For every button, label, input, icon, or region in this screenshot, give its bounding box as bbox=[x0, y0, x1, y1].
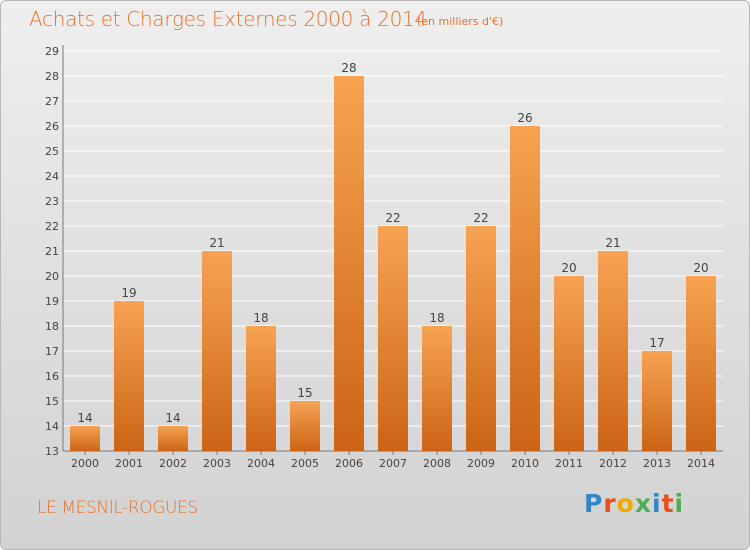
x-tick-label-2006: 2006 bbox=[335, 457, 363, 470]
x-tick-label-2001: 2001 bbox=[115, 457, 143, 470]
y-tick-label: 27 bbox=[45, 95, 59, 108]
bar-2011 bbox=[554, 276, 584, 451]
x-tick-label-2002: 2002 bbox=[159, 457, 187, 470]
x-tick-label-2010: 2010 bbox=[511, 457, 539, 470]
bar-2009 bbox=[466, 226, 496, 451]
y-tick-label: 29 bbox=[45, 45, 59, 58]
x-tick-labels: 2000 2001 2002 2003 2004 2005 2006 2007 2008 2009… bbox=[71, 457, 715, 470]
x-tick-label-2005: 2005 bbox=[291, 457, 319, 470]
data-label-2011: 20 bbox=[561, 261, 576, 275]
bar-2005 bbox=[290, 401, 320, 451]
y-tick-label: 19 bbox=[45, 295, 59, 308]
x-tick-label-2007: 2007 bbox=[379, 457, 407, 470]
y-tick-label: 17 bbox=[45, 345, 59, 358]
y-tick-label: 15 bbox=[45, 395, 59, 408]
data-label-2000: 14 bbox=[77, 411, 92, 425]
x-tick-label-2003: 2003 bbox=[203, 457, 231, 470]
bar-2002 bbox=[158, 426, 188, 451]
data-label-2006: 28 bbox=[341, 61, 356, 75]
x-tick-label-2012: 2012 bbox=[599, 457, 627, 470]
bar-2014 bbox=[686, 276, 716, 451]
y-tick-labels: 13 14 15 16 17 18 19 20 21 22 23 24 25 26 27 28 29 bbox=[45, 45, 59, 458]
bar-2003 bbox=[202, 251, 232, 451]
y-tick-label: 14 bbox=[45, 420, 59, 433]
bar-2001 bbox=[114, 301, 144, 451]
data-label-2009: 22 bbox=[473, 211, 488, 225]
x-tick-label-2011: 2011 bbox=[555, 457, 583, 470]
x-tick-label-2014: 2014 bbox=[687, 457, 715, 470]
commune-name: LE MESNIL-ROGUES bbox=[37, 498, 198, 518]
bar-2000 bbox=[70, 426, 100, 451]
data-label-2003: 21 bbox=[209, 236, 224, 250]
bar-2007 bbox=[378, 226, 408, 451]
data-label-2004: 18 bbox=[253, 311, 268, 325]
data-label-2008: 18 bbox=[429, 311, 444, 325]
bar-2010 bbox=[510, 126, 540, 451]
data-labels: 14 19 14 21 18 15 28 22 18 22 26 20 21 17 20 bbox=[77, 61, 708, 425]
x-tick-label-2008: 2008 bbox=[423, 457, 451, 470]
y-tick-label: 28 bbox=[45, 70, 59, 83]
y-tick-label: 24 bbox=[45, 170, 59, 183]
chart-title: Achats et Charges Externes 2000 à 2014 bbox=[29, 7, 427, 31]
data-label-2012: 21 bbox=[605, 236, 620, 250]
x-tick-label-2000: 2000 bbox=[71, 457, 99, 470]
chart-unit-label: (en milliers d'€) bbox=[417, 15, 504, 28]
y-tick-label: 26 bbox=[45, 120, 59, 133]
bar-2012 bbox=[598, 251, 628, 451]
y-tick-label: 18 bbox=[45, 320, 59, 333]
data-label-2014: 20 bbox=[693, 261, 708, 275]
data-label-2001: 19 bbox=[121, 286, 136, 300]
x-tick-label-2013: 2013 bbox=[643, 457, 671, 470]
y-tick-label: 20 bbox=[45, 270, 59, 283]
bar-2008 bbox=[422, 326, 452, 451]
bar-2013 bbox=[642, 351, 672, 451]
y-tick-label: 13 bbox=[45, 445, 59, 458]
data-label-2007: 22 bbox=[385, 211, 400, 225]
bar-2006 bbox=[334, 76, 364, 451]
bars bbox=[70, 76, 716, 451]
y-tick-label: 21 bbox=[45, 245, 59, 258]
proxiti-logo: Proxiti bbox=[584, 489, 685, 518]
x-tick-label-2009: 2009 bbox=[467, 457, 495, 470]
y-tick-label: 16 bbox=[45, 370, 59, 383]
bar-2004 bbox=[246, 326, 276, 451]
y-tick-label: 22 bbox=[45, 220, 59, 233]
data-label-2005: 15 bbox=[297, 386, 312, 400]
data-label-2002: 14 bbox=[165, 411, 180, 425]
y-tick-label: 23 bbox=[45, 195, 59, 208]
data-label-2010: 26 bbox=[517, 111, 532, 125]
y-tick-label: 25 bbox=[45, 145, 59, 158]
data-label-2013: 17 bbox=[649, 336, 664, 350]
x-tick-label-2004: 2004 bbox=[247, 457, 275, 470]
